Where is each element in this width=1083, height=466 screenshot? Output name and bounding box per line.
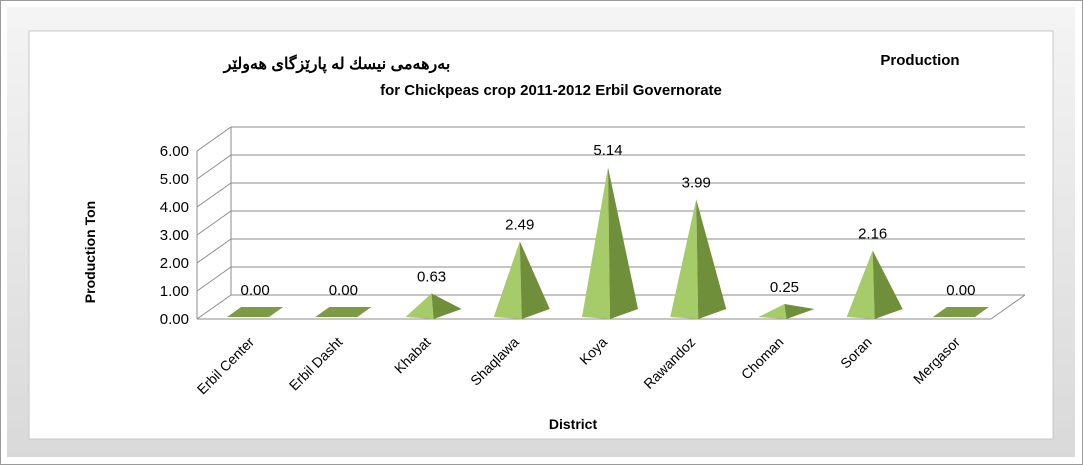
x-axis-title: District — [549, 416, 598, 432]
pyramid-base — [932, 307, 989, 317]
y-tick-label: 3.00 — [160, 227, 189, 244]
pyramid-base — [315, 307, 372, 317]
pyramid-shaqlawa — [493, 241, 550, 319]
pyramid-face-side — [431, 293, 462, 319]
chart-title: for Chickpeas crop 2011-2012 Erbil Gover… — [380, 82, 722, 99]
y-axis-ticks: 0.00 1.00 2.00 3.00 4.00 5.00 6.00 — [160, 143, 189, 328]
pyramid-koya — [582, 167, 638, 319]
pyramid-face-front — [846, 250, 875, 319]
pyramid-face-side — [519, 241, 550, 319]
pyramid-face-side — [608, 167, 638, 319]
gridline-side — [196, 238, 232, 264]
gridline-side — [196, 210, 232, 236]
data-label: 2.16 — [858, 226, 887, 243]
data-label: 0.00 — [946, 282, 975, 299]
y-tick-label: 6.00 — [160, 143, 189, 160]
pyramid-face-front — [670, 199, 699, 319]
data-label: 0.63 — [417, 268, 446, 285]
pyramid-rawandoz — [670, 199, 727, 319]
pyramid-base — [227, 307, 284, 317]
chart-title-kurdish: بەرهەمی نیسك لە پارێزگای هەولێر — [223, 54, 451, 74]
plot-panel — [28, 30, 1054, 440]
floor-edge — [990, 294, 1026, 320]
pyramid-mergasor — [932, 307, 989, 317]
pyramid-erbil-center — [227, 307, 284, 317]
data-label: 0.00 — [329, 282, 358, 299]
pyramid-face-side — [696, 199, 727, 319]
pyramid-soran — [846, 250, 903, 319]
gridline-side — [196, 126, 232, 152]
y-tick-label: 5.00 — [160, 171, 189, 188]
y-tick-label: 4.00 — [160, 199, 189, 216]
grid — [196, 126, 1026, 320]
data-labels: 0.00 0.00 0.63 2.49 5.14 3.99 0.25 2.16 0.00 — [241, 142, 976, 299]
pyramid-erbil-dasht — [315, 307, 372, 317]
gridline-side — [196, 154, 232, 180]
data-label: 5.14 — [593, 142, 622, 159]
data-label: 3.99 — [682, 174, 711, 191]
data-label: 2.49 — [505, 216, 534, 233]
pyramid-face-front — [582, 167, 610, 319]
gridline-side — [196, 266, 232, 292]
data-label: 0.00 — [241, 282, 270, 299]
pyramids — [227, 167, 989, 319]
gridline-side — [196, 182, 232, 208]
pyramid-face-front — [493, 241, 522, 319]
pyramid-choman — [758, 304, 815, 319]
gridline-side — [196, 294, 232, 320]
y-axis-title: Production Ton — [82, 201, 98, 303]
data-label: 0.25 — [770, 279, 799, 296]
y-tick-label: 1.00 — [160, 283, 189, 300]
chart-title-corner: Production — [880, 52, 959, 69]
pyramid-khabat — [405, 293, 462, 319]
y-tick-label: 0.00 — [160, 311, 189, 328]
pyramid-face-front — [758, 304, 787, 319]
pyramid-face-front — [405, 293, 434, 319]
pyramid-face-side — [872, 250, 903, 319]
pyramid-face-side — [784, 304, 815, 319]
y-tick-label: 2.00 — [160, 255, 189, 272]
